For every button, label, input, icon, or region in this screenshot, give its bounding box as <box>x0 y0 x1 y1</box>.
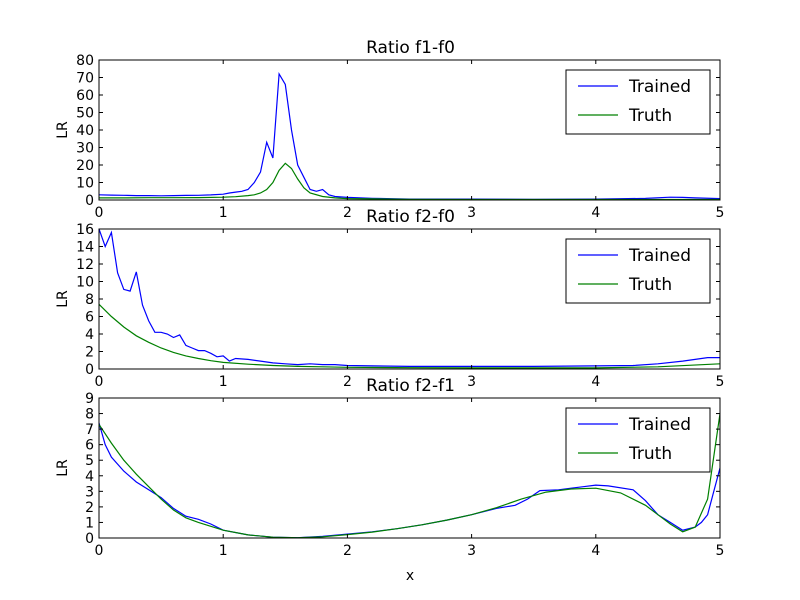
y-tick-label: 3 <box>85 484 94 500</box>
x-tick-label: 0 <box>95 205 104 221</box>
x-tick-label: 2 <box>343 543 352 559</box>
x-tick-label: 5 <box>716 374 725 390</box>
y-tick-label: 70 <box>76 71 94 87</box>
series-line-trained <box>99 229 720 367</box>
legend: Trained Truth <box>565 69 711 135</box>
y-tick-label: 6 <box>85 310 94 326</box>
legend-label: Truth <box>628 106 672 126</box>
x-tick-label: 0 <box>95 543 104 559</box>
y-tick-label: 6 <box>85 438 94 454</box>
y-tick-label: 50 <box>76 106 94 122</box>
y-tick-label: 10 <box>76 275 94 291</box>
legend-label: Trained <box>628 415 691 435</box>
legend-label: Truth <box>628 275 672 295</box>
x-tick-label: 3 <box>467 205 476 221</box>
legend-box <box>565 407 711 473</box>
legend-label: Trained <box>628 246 691 266</box>
x-tick-label: 4 <box>591 205 600 221</box>
x-tick-label: 1 <box>219 205 228 221</box>
y-axis-label: LR <box>55 121 71 139</box>
y-tick-label: 30 <box>76 141 94 157</box>
x-tick-label: 3 <box>467 543 476 559</box>
x-tick-label: 4 <box>591 374 600 390</box>
chart-title: Ratio f1-f0 <box>366 38 455 58</box>
y-tick-label: 2 <box>85 345 94 361</box>
y-tick-label: 14 <box>76 240 94 256</box>
x-tick-label: 5 <box>716 205 725 221</box>
y-tick-label: 8 <box>85 292 94 308</box>
y-tick-label: 0 <box>85 193 94 209</box>
y-tick-label: 4 <box>85 327 94 343</box>
y-tick-label: 12 <box>76 257 94 273</box>
y-axis-label: LR <box>55 459 71 477</box>
x-tick-label: 5 <box>716 543 725 559</box>
x-tick-label: 4 <box>591 543 600 559</box>
chart-title: Ratio f2-f0 <box>366 207 455 227</box>
legend-box <box>565 69 711 135</box>
y-tick-label: 7 <box>85 422 94 438</box>
y-tick-label: 9 <box>85 391 94 407</box>
x-tick-label: 1 <box>219 374 228 390</box>
x-tick-label: 0 <box>95 374 104 390</box>
legend-label: Truth <box>628 444 672 464</box>
series-line-truth <box>99 303 720 369</box>
series-line-truth <box>99 162 720 200</box>
legend-label: Trained <box>628 77 691 97</box>
legend-box <box>565 238 711 304</box>
x-tick-label: 2 <box>343 205 352 221</box>
chart-title: Ratio f2-f1 <box>366 376 455 396</box>
x-tick-label: 2 <box>343 374 352 390</box>
x-axis-label: x <box>406 568 414 584</box>
y-tick-label: 2 <box>85 500 94 516</box>
y-tick-label: 4 <box>85 469 94 485</box>
y-tick-label: 20 <box>76 158 94 174</box>
y-tick-label: 60 <box>76 88 94 104</box>
x-tick-label: 3 <box>467 374 476 390</box>
legend: Trained Truth <box>565 238 711 304</box>
plot-frame <box>98 397 721 539</box>
y-tick-label: 40 <box>76 123 94 139</box>
y-tick-label: 16 <box>76 222 94 238</box>
y-tick-label: 1 <box>85 515 94 531</box>
y-axis-label: LR <box>55 290 71 308</box>
series-line-truth <box>99 413 720 538</box>
y-tick-label: 0 <box>85 531 94 547</box>
y-tick-label: 10 <box>76 176 94 192</box>
y-tick-label: 8 <box>85 407 94 423</box>
legend: Trained Truth <box>565 407 711 473</box>
y-tick-label: 0 <box>85 362 94 378</box>
y-tick-label: 80 <box>76 53 94 69</box>
y-tick-label: 5 <box>85 453 94 469</box>
x-tick-label: 1 <box>219 543 228 559</box>
